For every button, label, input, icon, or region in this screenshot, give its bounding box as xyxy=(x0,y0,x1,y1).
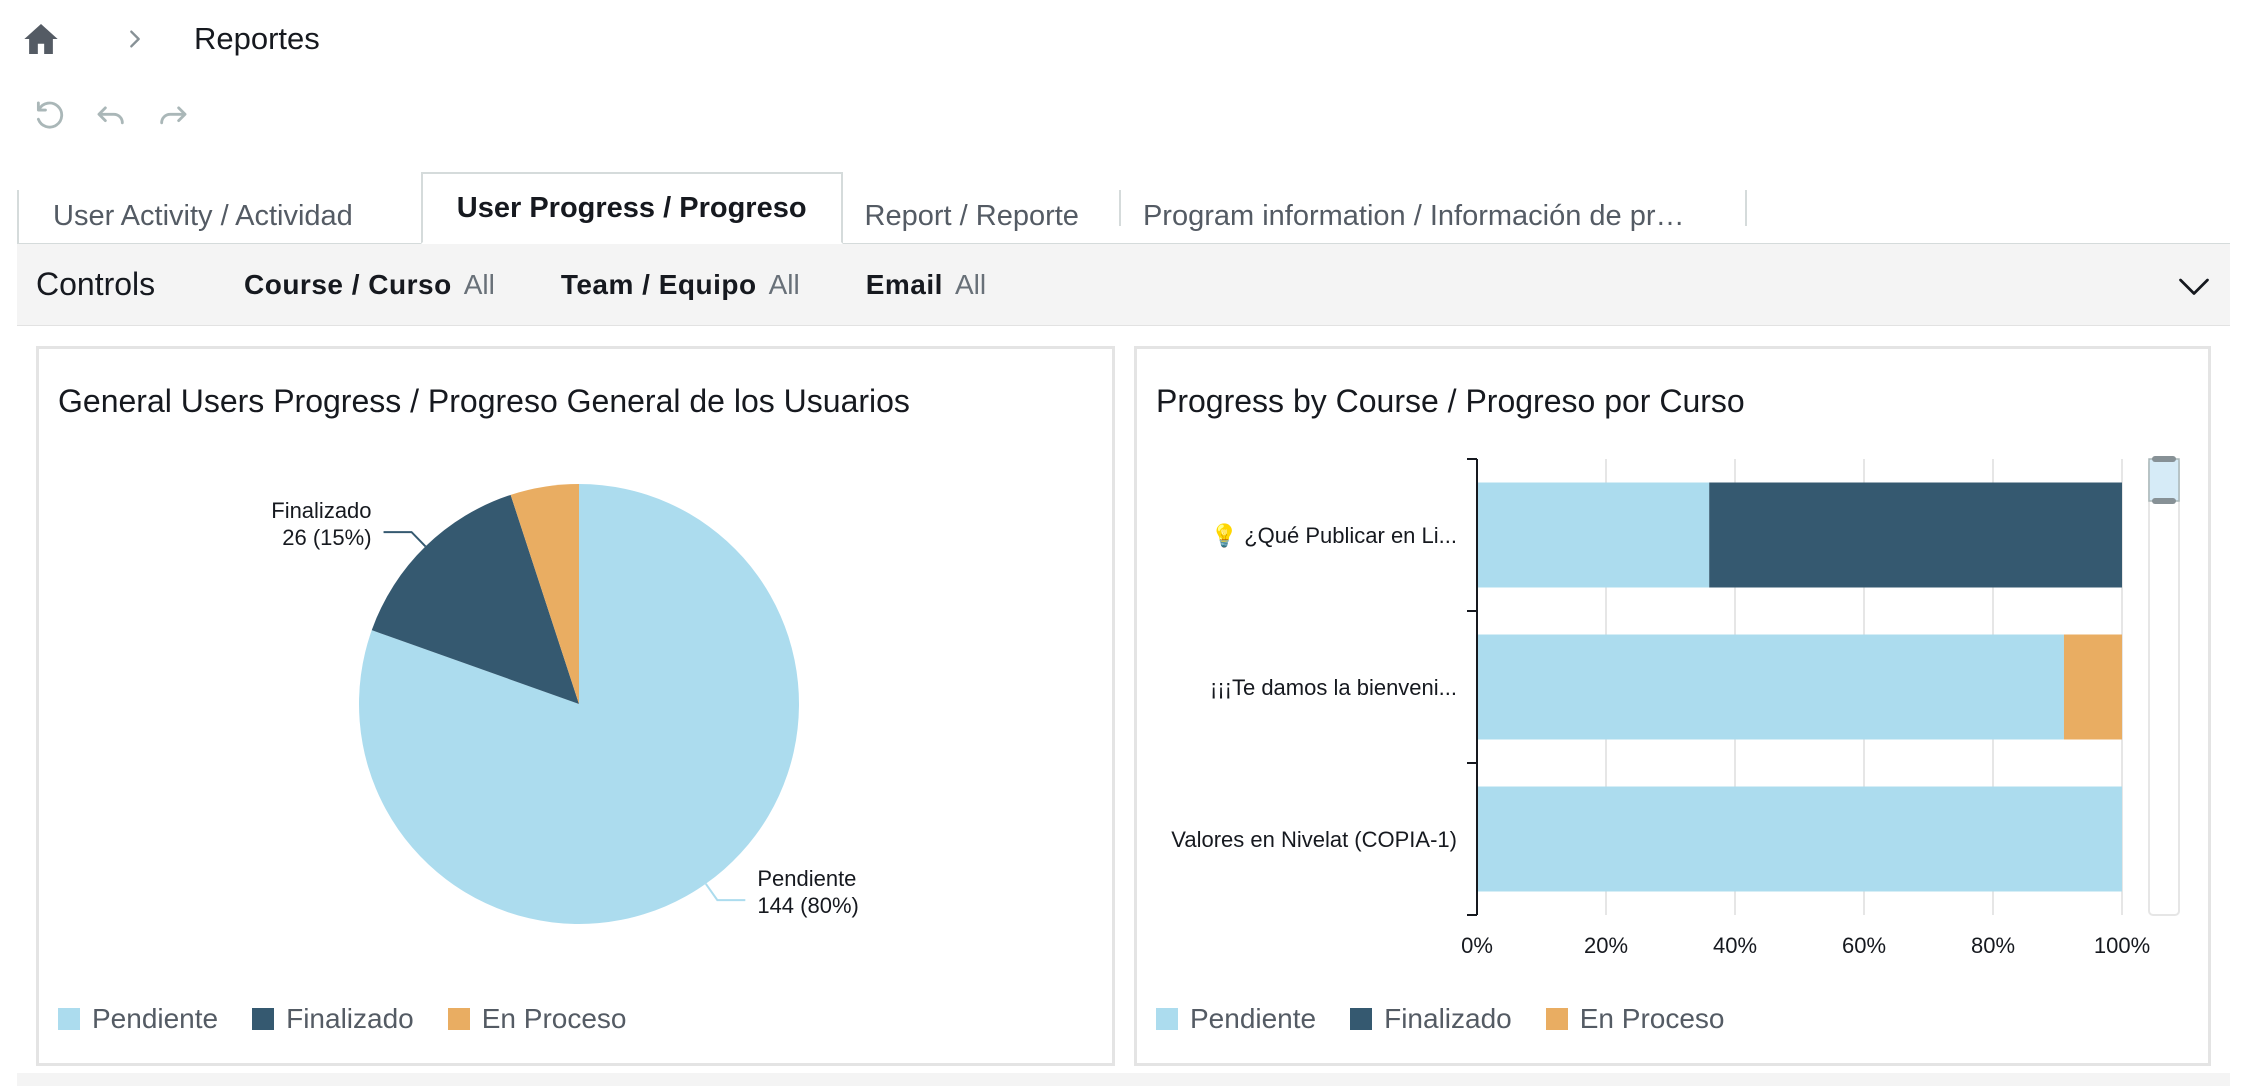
scrollbar-handle[interactable] xyxy=(2152,456,2176,462)
chevron-down-icon[interactable] xyxy=(2176,268,2212,304)
legend-swatch xyxy=(1545,1008,1568,1030)
controls-bar: Controls Course / Curso All Team / Equip… xyxy=(17,244,2230,326)
bottom-strip xyxy=(17,1073,2230,1086)
bar-chart-panel: Progress by Course / Progreso por Curso … xyxy=(1134,346,2211,1066)
tab-program-information[interactable]: Program information / Información de pr… xyxy=(1121,190,1747,243)
filter-email[interactable]: Email All xyxy=(866,269,986,301)
legend-swatch xyxy=(1350,1008,1373,1030)
legend-swatch xyxy=(447,1008,470,1030)
legend-label: Pendiente xyxy=(92,1003,219,1034)
pie-data-label: 144 (80%) xyxy=(757,893,859,918)
legend-item-finalizado[interactable]: Finalizado xyxy=(252,1003,414,1035)
x-tick-label: 0% xyxy=(1461,933,1493,958)
filter-label: Email xyxy=(865,268,943,300)
pie-slice-finalizado[interactable] xyxy=(371,494,579,704)
x-tick-label: 40% xyxy=(1713,933,1757,958)
tab-label: User Activity / Actividad xyxy=(53,200,353,232)
filter-label: Course / Curso xyxy=(244,268,452,300)
x-tick-label: 60% xyxy=(1842,933,1886,958)
home-icon[interactable] xyxy=(20,18,62,60)
legend-item-pendiente[interactable]: Pendiente xyxy=(1156,1003,1316,1035)
bar-segment-pendiente[interactable] xyxy=(1477,634,2064,740)
pie-leader-line xyxy=(704,883,746,902)
tab-label: Report / Reporte xyxy=(864,200,1079,232)
scrollbar-handle[interactable] xyxy=(2152,498,2176,504)
legend-label: En Proceso xyxy=(1579,1003,1725,1034)
filter-value: All xyxy=(768,268,800,300)
tab-user-activity[interactable]: User Activity / Actividad xyxy=(17,190,387,243)
sheet-tabs: User Activity / Actividad User Progress … xyxy=(17,172,2230,244)
chart-title: Progress by Course / Progreso por Curso xyxy=(1156,383,1745,419)
tab-label: Program information / Información de pr… xyxy=(1142,200,1685,232)
bar-segment-en-proceso[interactable] xyxy=(2063,634,2122,740)
chart-title: General Users Progress / Progreso Genera… xyxy=(58,383,910,419)
legend-swatch xyxy=(252,1008,275,1030)
filter-value: All xyxy=(954,268,987,300)
legend-item-pendiente[interactable]: Pendiente xyxy=(58,1003,218,1035)
x-tick-label: 20% xyxy=(1584,933,1628,958)
undo-icon[interactable] xyxy=(92,96,130,134)
pie-data-label: Finalizado xyxy=(271,498,371,523)
tab-label: User Progress / Progreso xyxy=(456,191,807,224)
filter-label: Team / Equipo xyxy=(560,268,757,300)
breadcrumb-current: Reportes xyxy=(194,21,320,56)
pie-leader-line xyxy=(383,531,427,548)
legend-swatch xyxy=(58,1008,80,1030)
chevron-right-icon xyxy=(120,24,150,54)
legend-label: En Proceso xyxy=(481,1003,627,1034)
chart-scrollbar-track[interactable] xyxy=(2148,458,2180,916)
filter-team[interactable]: Team / Equipo All xyxy=(561,269,800,301)
bar-segment-finalizado[interactable] xyxy=(1709,482,2122,588)
pie-data-label: 26 (15%) xyxy=(282,525,371,550)
x-tick-label: 100% xyxy=(2094,933,2150,958)
legend-label: Finalizado xyxy=(1384,1003,1512,1034)
y-category-label: 💡 ¿Qué Publicar en Li... xyxy=(1211,523,1457,548)
tab-user-progress[interactable]: User Progress / Progreso xyxy=(420,172,843,244)
y-category-label: ¡¡¡Te damos la bienveni... xyxy=(1210,675,1457,700)
x-tick-label: 80% xyxy=(1971,933,2015,958)
chart-legend: Pendiente Finalizado En Proceso xyxy=(58,1003,627,1035)
legend-swatch xyxy=(1156,1008,1178,1030)
pie-chart-panel: General Users Progress / Progreso Genera… xyxy=(36,346,1115,1066)
bar-chart: 0% 20% 40% 60% 80% 100% 💡 ¿Qué Publicar en Li.… xyxy=(1171,456,2180,958)
pie-data-label: Pendiente xyxy=(757,866,856,891)
legend-item-en-proceso[interactable]: En Proceso xyxy=(1545,1003,1725,1035)
redo-icon[interactable] xyxy=(154,96,192,134)
tab-report[interactable]: Report / Reporte xyxy=(843,190,1121,243)
legend-label: Finalizado xyxy=(286,1003,414,1034)
bar-segment-pendiente[interactable] xyxy=(1477,786,2122,892)
chart-scrollbar-thumb[interactable] xyxy=(2148,458,2180,502)
breadcrumb: Reportes xyxy=(20,14,320,64)
chart-legend: Pendiente Finalizado En Proceso xyxy=(1156,1003,1725,1035)
filter-course[interactable]: Course / Curso All xyxy=(244,269,495,301)
y-category-label: Valores en Nivelat (COPIA-1) xyxy=(1171,827,1457,852)
bar-segment-pendiente[interactable] xyxy=(1477,482,1710,588)
controls-title: Controls xyxy=(36,266,156,302)
filter-value: All xyxy=(463,268,495,300)
legend-item-finalizado[interactable]: Finalizado xyxy=(1350,1003,1512,1035)
legend-item-en-proceso[interactable]: En Proceso xyxy=(447,1003,627,1035)
pie-slice-en-proceso[interactable] xyxy=(510,484,579,704)
legend-label: Pendiente xyxy=(1190,1003,1317,1034)
toolbar xyxy=(30,96,192,134)
reset-icon[interactable] xyxy=(30,96,68,134)
